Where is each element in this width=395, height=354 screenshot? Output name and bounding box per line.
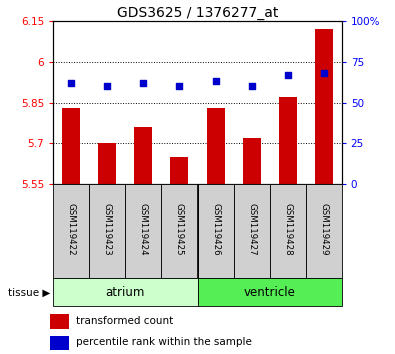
Point (140, 80, 147, 86)
Bar (50, 314, 69, 329)
Bar (243, 138, 261, 184)
Text: transformed count: transformed count (76, 316, 173, 326)
Text: GSM119429: GSM119429 (319, 203, 328, 255)
FancyBboxPatch shape (270, 184, 306, 278)
FancyBboxPatch shape (126, 184, 162, 278)
Bar (98, 143, 117, 184)
Text: percentile rank within the sample: percentile rank within the sample (76, 337, 252, 348)
Text: GSM119426: GSM119426 (211, 203, 220, 256)
FancyBboxPatch shape (162, 184, 198, 278)
Bar (171, 157, 188, 184)
Point (320, 70, 327, 76)
Point (284, 72, 291, 78)
Point (104, 84, 111, 89)
Text: GSM119425: GSM119425 (175, 203, 184, 256)
FancyBboxPatch shape (233, 184, 270, 278)
Text: tissue ▶: tissue ▶ (8, 288, 50, 298)
Text: GSM119422: GSM119422 (67, 203, 76, 256)
Text: ventricle: ventricle (244, 286, 295, 298)
Bar (134, 127, 152, 184)
Text: GSM119423: GSM119423 (103, 203, 112, 256)
Bar (62, 108, 80, 184)
Point (68, 80, 75, 86)
Text: GSM119427: GSM119427 (247, 203, 256, 256)
Point (248, 84, 255, 89)
Point (176, 84, 182, 89)
Title: GDS3625 / 1376277_at: GDS3625 / 1376277_at (117, 6, 278, 20)
Text: atrium: atrium (106, 286, 145, 298)
FancyBboxPatch shape (53, 184, 89, 278)
Text: GSM119428: GSM119428 (283, 203, 292, 256)
FancyBboxPatch shape (198, 278, 342, 306)
Bar (278, 97, 297, 184)
Bar (315, 29, 333, 184)
Text: GSM119424: GSM119424 (139, 203, 148, 256)
FancyBboxPatch shape (306, 184, 342, 278)
Bar (50, 336, 69, 350)
Bar (207, 108, 224, 184)
Point (213, 79, 219, 84)
FancyBboxPatch shape (53, 278, 198, 306)
FancyBboxPatch shape (89, 184, 126, 278)
FancyBboxPatch shape (198, 184, 233, 278)
